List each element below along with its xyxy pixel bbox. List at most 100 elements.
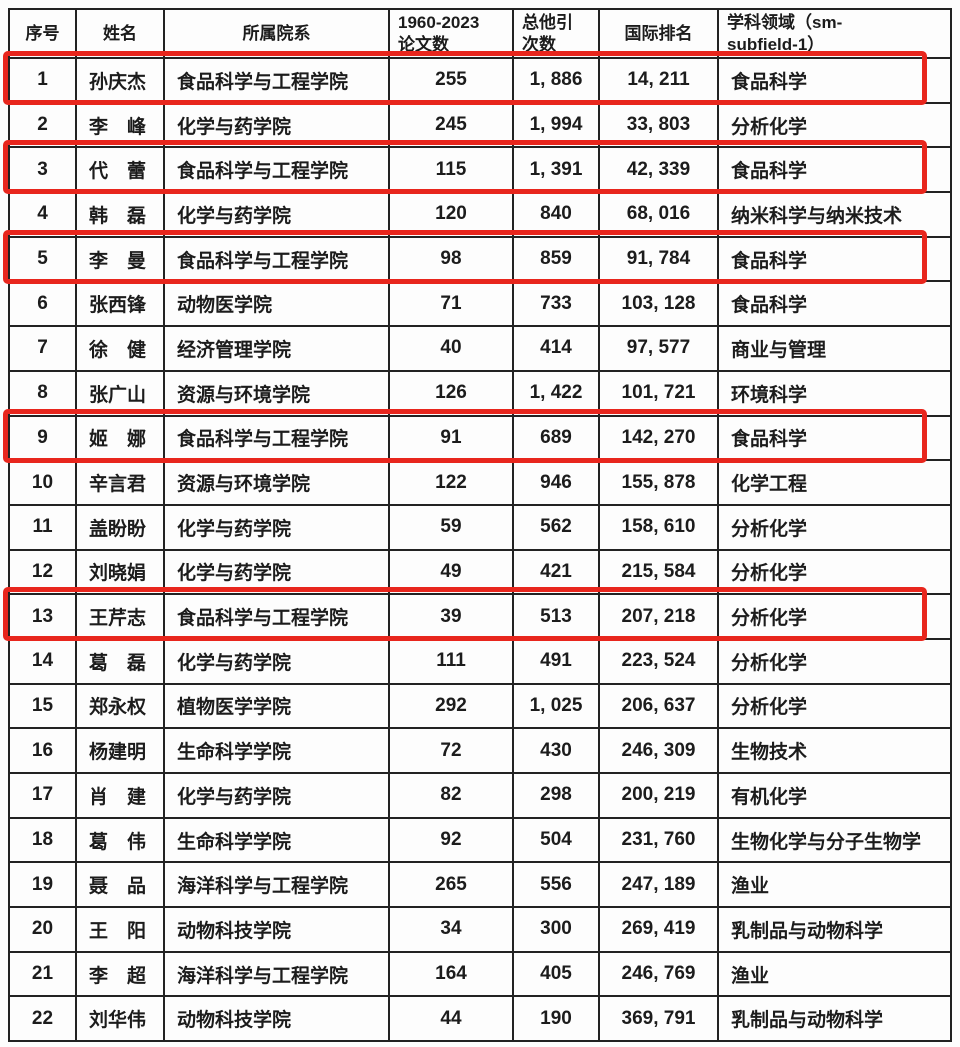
cell-citations: 733 (512, 280, 600, 328)
cell-field: 环境科学 (717, 369, 952, 417)
cell-dept: 化学与药学院 (163, 772, 390, 819)
column-header-rank: 国际排名 (598, 8, 719, 59)
column-header-citations: 总他引 次数 (512, 8, 600, 59)
cell-rank: 142, 270 (598, 414, 719, 462)
table-body: 1 孙庆杰 食品科学与工程学院 255 1, 886 14, 211 食品科学 2 李 峰化学与… (8, 57, 952, 1043)
cell-field: 乳制品与动物科学 (717, 906, 952, 953)
cell-no: 2 (8, 101, 77, 149)
cell-field: 分析化学 (717, 593, 952, 640)
table-row: 19 聂 品海洋科学与工程学院 265 556 247, 189 渔业 (8, 861, 952, 909)
cell-field: 分析化学 (717, 548, 952, 596)
table-row: 12 刘晓娟 化学与药学院 49 421 215, 584 分析化学 (8, 548, 952, 596)
cell-citations: 556 (512, 861, 600, 909)
cell-citations: 562 (512, 503, 600, 551)
cell-name: 聂 品 (75, 861, 165, 909)
cell-no: 15 (8, 682, 77, 730)
cell-dept: 资源与环境学院 (163, 369, 390, 417)
cell-papers: 91 (388, 414, 514, 462)
cell-no: 6 (8, 280, 77, 328)
cell-rank: 206, 637 (598, 682, 719, 730)
cell-papers: 34 (388, 906, 514, 953)
cell-papers: 292 (388, 682, 514, 730)
cell-citations: 840 (512, 191, 600, 238)
cell-dept: 动物医学院 (163, 280, 390, 328)
cell-rank: 42, 339 (598, 146, 719, 194)
cell-field: 有机化学 (717, 772, 952, 819)
cell-papers: 255 (388, 57, 514, 104)
cell-citations: 504 (512, 816, 600, 864)
cell-no: 1 (8, 57, 77, 104)
cell-dept: 食品科学与工程学院 (163, 57, 390, 104)
column-header-no: 序号 (8, 8, 77, 59)
cell-no: 20 (8, 906, 77, 953)
cell-citations: 1, 994 (512, 101, 600, 149)
column-header-dept: 所属院系 (163, 8, 390, 59)
cell-papers: 245 (388, 101, 514, 149)
cell-field: 食品科学 (717, 235, 952, 283)
cell-field: 渔业 (717, 950, 952, 998)
cell-name: 李 曼 (75, 235, 165, 283)
table-row: 6 张西锋 动物医学院 71 733 103, 128 食品科学 (8, 280, 952, 328)
table-row: 18 葛 伟生命科学学院 92 504 231, 760 生物化学与分子生物学 (8, 816, 952, 864)
table-row: 16 杨建明 生命科学学院 72 430 246, 309 生物技术 (8, 727, 952, 774)
cell-dept: 生命科学学院 (163, 727, 390, 774)
cell-field: 生物化学与分子生物学 (717, 816, 952, 864)
cell-citations: 491 (512, 637, 600, 685)
cell-citations: 946 (512, 459, 600, 506)
table-row: 10 辛言君 资源与环境学院 122 946 155, 878 化学工程 (8, 459, 952, 506)
cell-rank: 200, 219 (598, 772, 719, 819)
cell-citations: 298 (512, 772, 600, 819)
cell-rank: 68, 016 (598, 191, 719, 238)
cell-rank: 155, 878 (598, 459, 719, 506)
cell-rank: 269, 419 (598, 906, 719, 953)
cell-rank: 91, 784 (598, 235, 719, 283)
table-row: 1 孙庆杰 食品科学与工程学院 255 1, 886 14, 211 食品科学 (8, 57, 952, 104)
cell-rank: 215, 584 (598, 548, 719, 596)
cell-name: 张西锋 (75, 280, 165, 328)
cell-name: 张广山 (75, 369, 165, 417)
cell-papers: 49 (388, 548, 514, 596)
cell-dept: 经济管理学院 (163, 325, 390, 372)
cell-rank: 207, 218 (598, 593, 719, 640)
cell-dept: 化学与药学院 (163, 503, 390, 551)
cell-dept: 动物科技学院 (163, 995, 390, 1043)
cell-no: 17 (8, 772, 77, 819)
cell-name: 刘晓娟 (75, 548, 165, 596)
cell-name: 葛 伟 (75, 816, 165, 864)
cell-no: 21 (8, 950, 77, 998)
cell-no: 22 (8, 995, 77, 1043)
cell-papers: 120 (388, 191, 514, 238)
cell-rank: 246, 309 (598, 727, 719, 774)
cell-name: 辛言君 (75, 459, 165, 506)
cell-no: 18 (8, 816, 77, 864)
cell-rank: 223, 524 (598, 637, 719, 685)
cell-field: 化学工程 (717, 459, 952, 506)
cell-papers: 92 (388, 816, 514, 864)
column-header-field: 学科领域（sm- subfield-1） (717, 8, 952, 59)
cell-rank: 246, 769 (598, 950, 719, 998)
cell-field: 分析化学 (717, 637, 952, 685)
cell-no: 13 (8, 593, 77, 640)
cell-citations: 1, 422 (512, 369, 600, 417)
cell-papers: 59 (388, 503, 514, 551)
table-row: 17 肖 建化学与药学院 82 298 200, 219 有机化学 (8, 772, 952, 819)
cell-no: 7 (8, 325, 77, 372)
cell-rank: 231, 760 (598, 816, 719, 864)
table-row: 13 王芹志 食品科学与工程学院 39 513 207, 218 分析化学 (8, 593, 952, 640)
cell-name: 盖盼盼 (75, 503, 165, 551)
cell-dept: 食品科学与工程学院 (163, 146, 390, 194)
cell-rank: 33, 803 (598, 101, 719, 149)
cell-citations: 1, 025 (512, 682, 600, 730)
table-row: 11 盖盼盼 化学与药学院 59 562 158, 610 分析化学 (8, 503, 952, 551)
cell-citations: 190 (512, 995, 600, 1043)
cell-no: 11 (8, 503, 77, 551)
cell-papers: 265 (388, 861, 514, 909)
cell-papers: 126 (388, 369, 514, 417)
cell-field: 纳米科学与纳米技术 (717, 191, 952, 238)
cell-no: 19 (8, 861, 77, 909)
